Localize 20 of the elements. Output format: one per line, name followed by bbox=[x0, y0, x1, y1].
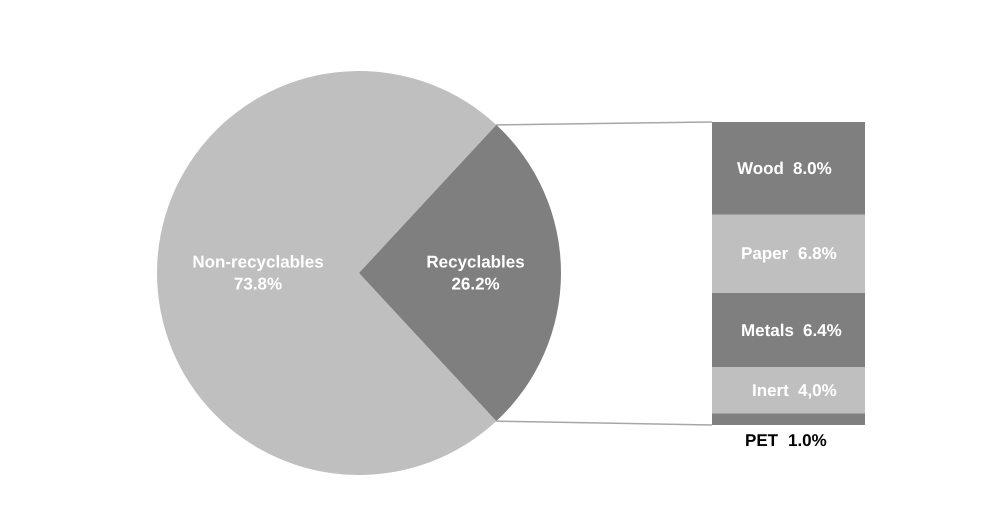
bar bbox=[712, 293, 865, 368]
bar bbox=[712, 214, 865, 294]
data-label: 6.8% bbox=[798, 244, 837, 263]
data-label: 1.0% bbox=[788, 431, 827, 450]
bar bbox=[712, 367, 865, 414]
series-label: PET bbox=[745, 431, 779, 450]
data-label: 73.8% bbox=[234, 274, 282, 294]
data-label: 26.2% bbox=[451, 274, 500, 294]
series-label: Wood bbox=[737, 159, 784, 178]
series-label: Metals bbox=[741, 321, 794, 340]
data-label: 8.0% bbox=[793, 159, 832, 178]
data-label: 4,0% bbox=[798, 381, 837, 400]
series-label: Inert bbox=[752, 381, 790, 400]
pie-slice bbox=[359, 124, 561, 422]
bar bbox=[712, 413, 865, 425]
slice-label: Recyclables bbox=[426, 252, 525, 272]
data-label: 6.4% bbox=[803, 321, 842, 340]
series-label: Paper bbox=[741, 244, 789, 263]
slice-label: Non-recyclables bbox=[192, 252, 324, 272]
bar bbox=[712, 122, 865, 215]
